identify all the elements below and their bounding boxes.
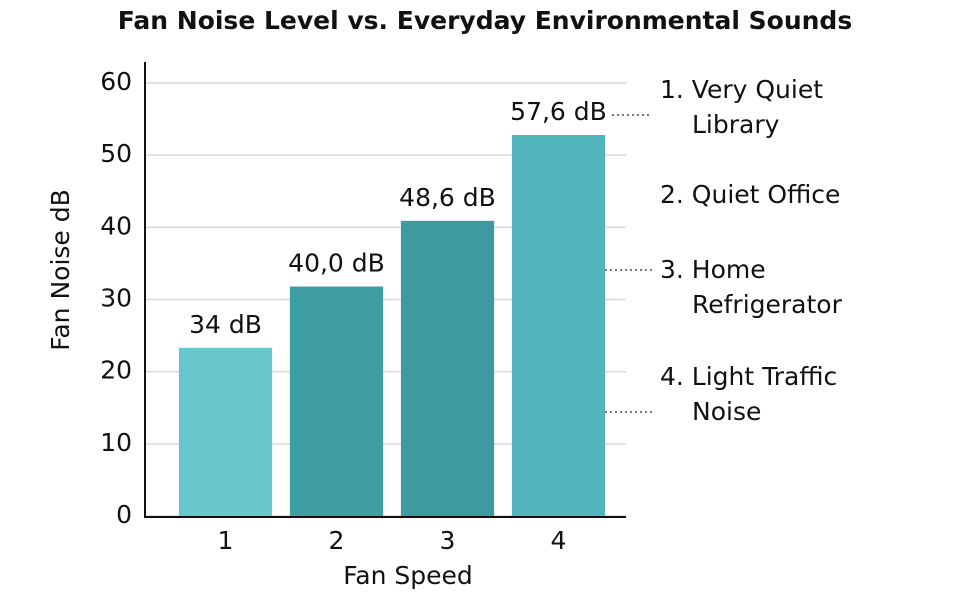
y-tick-label: 0 bbox=[116, 500, 132, 529]
y-tick-label: 40 bbox=[100, 211, 132, 240]
x-axis-label: Fan Speed bbox=[343, 561, 473, 590]
reference-item: 3. Home Refrigerator bbox=[660, 255, 842, 319]
x-tick-label: 4 bbox=[551, 526, 567, 555]
bar bbox=[178, 347, 273, 516]
bar bbox=[400, 220, 495, 517]
bar-annotation: 34 dB bbox=[189, 310, 262, 339]
reference-item: 1. Very Quiet Library bbox=[660, 75, 824, 139]
bar-annotation: 57,6 dB bbox=[510, 97, 607, 126]
bar-annotation: 48,6 dB bbox=[399, 183, 496, 212]
x-tick-label: 1 bbox=[218, 526, 234, 555]
chart-title: Fan Noise Level vs. Everyday Environment… bbox=[118, 6, 852, 35]
reference-item: 4. Light Traffic Noise bbox=[660, 362, 838, 426]
bar bbox=[511, 134, 606, 516]
x-tick-label: 3 bbox=[440, 526, 456, 555]
y-tick-label: 20 bbox=[100, 356, 132, 385]
y-tick-label: 30 bbox=[100, 284, 132, 313]
y-tick-label: 60 bbox=[100, 67, 132, 96]
y-axis-label: Fan Noise dB bbox=[46, 189, 75, 351]
bar bbox=[289, 286, 384, 516]
reference-item: 2. Quiet Office bbox=[660, 180, 841, 209]
y-tick-label: 10 bbox=[100, 428, 132, 457]
x-tick-label: 2 bbox=[329, 526, 345, 555]
bar-annotation: 40,0 dB bbox=[288, 249, 385, 278]
y-tick-label: 50 bbox=[100, 139, 132, 168]
